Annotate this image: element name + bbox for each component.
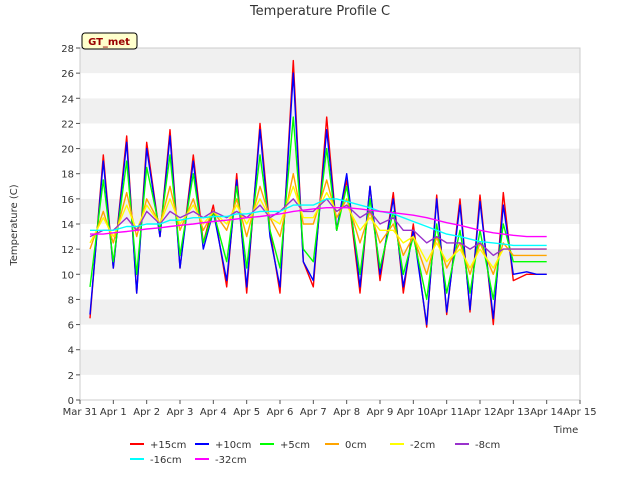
series-line-16cm [90,198,547,247]
y-axis-label: Temperature (C) [9,184,20,266]
x-tick-label: Apr 2 [133,407,160,418]
y-tick-label: 8 [68,295,74,306]
legend-label: +10cm [215,440,251,451]
x-tick-label: Apr 12 [463,407,496,418]
y-tick-label: 26 [61,69,74,80]
annotation-text: GT_met [88,37,130,48]
x-tick-label: Apr 3 [167,407,194,418]
y-tick-label: 0 [68,396,74,407]
y-tick-label: 20 [61,145,74,156]
legend-label: -2cm [410,440,435,451]
background-band [80,274,580,300]
annotation-box [81,32,138,50]
x-tick-label: Apr 7 [300,407,327,418]
x-tick-label: Apr 14 [530,407,563,418]
x-axis-label: Time [553,425,578,436]
station-annotation: GT_met [81,32,138,50]
background-band [80,249,580,275]
series-line-32cm [90,206,547,238]
legend-label: 0cm [345,440,367,451]
background-band [80,123,580,149]
y-tick-label: 4 [68,346,74,357]
y-tick-label: 12 [61,245,74,256]
x-axis-ticks: Mar 31 Apr 1 Apr 2 Apr 3 Apr 4 Apr 5 Apr 6 Apr … [63,400,597,418]
y-tick-label: 14 [61,220,74,231]
background-band [80,48,580,74]
x-tick-label: Apr 4 [200,407,227,418]
x-tick-label: Apr 8 [333,407,360,418]
background-band [80,299,580,325]
background-band [80,98,580,124]
y-tick-label: 10 [61,270,74,281]
y-tick-label: 18 [61,170,74,181]
legend-label: +5cm [280,440,310,451]
series-line-8cm [89,198,547,257]
y-tick-label: 22 [61,119,74,130]
legend-label: -16cm [150,455,182,466]
legend-label: -32cm [215,455,247,466]
y-tick-label: 28 [61,44,74,55]
x-tick-label: Apr 13 [497,407,530,418]
x-tick-label: Apr 10 [397,407,430,418]
legend-label: -8cm [475,440,500,451]
x-tick-label: Apr 1 [100,407,127,418]
background-band [80,224,580,250]
background-band [80,374,580,400]
background-band [80,349,580,375]
chart-legend: +15cm +10cm +5cm 0cm -2cm -8cm -16cm -32cm [130,440,500,466]
x-tick-label: Apr 11 [430,407,463,418]
x-tick-label: Apr 15 [563,407,596,418]
y-tick-label: 24 [61,94,74,105]
x-tick-label: Mar 31 [63,407,98,418]
plot-background-bands [80,48,580,400]
x-tick-label: Apr 5 [233,407,260,418]
y-tick-label: 16 [61,195,74,206]
series-lines [89,59,547,328]
y-tick-label: 6 [68,321,74,332]
legend-label: +15cm [150,440,186,451]
x-tick-label: Apr 6 [267,407,294,418]
background-band [80,324,580,350]
y-tick-label: 2 [68,371,74,382]
chart-title: Temperature Profile C [249,4,390,19]
x-tick-label: Apr 9 [367,407,394,418]
background-band [80,73,580,99]
